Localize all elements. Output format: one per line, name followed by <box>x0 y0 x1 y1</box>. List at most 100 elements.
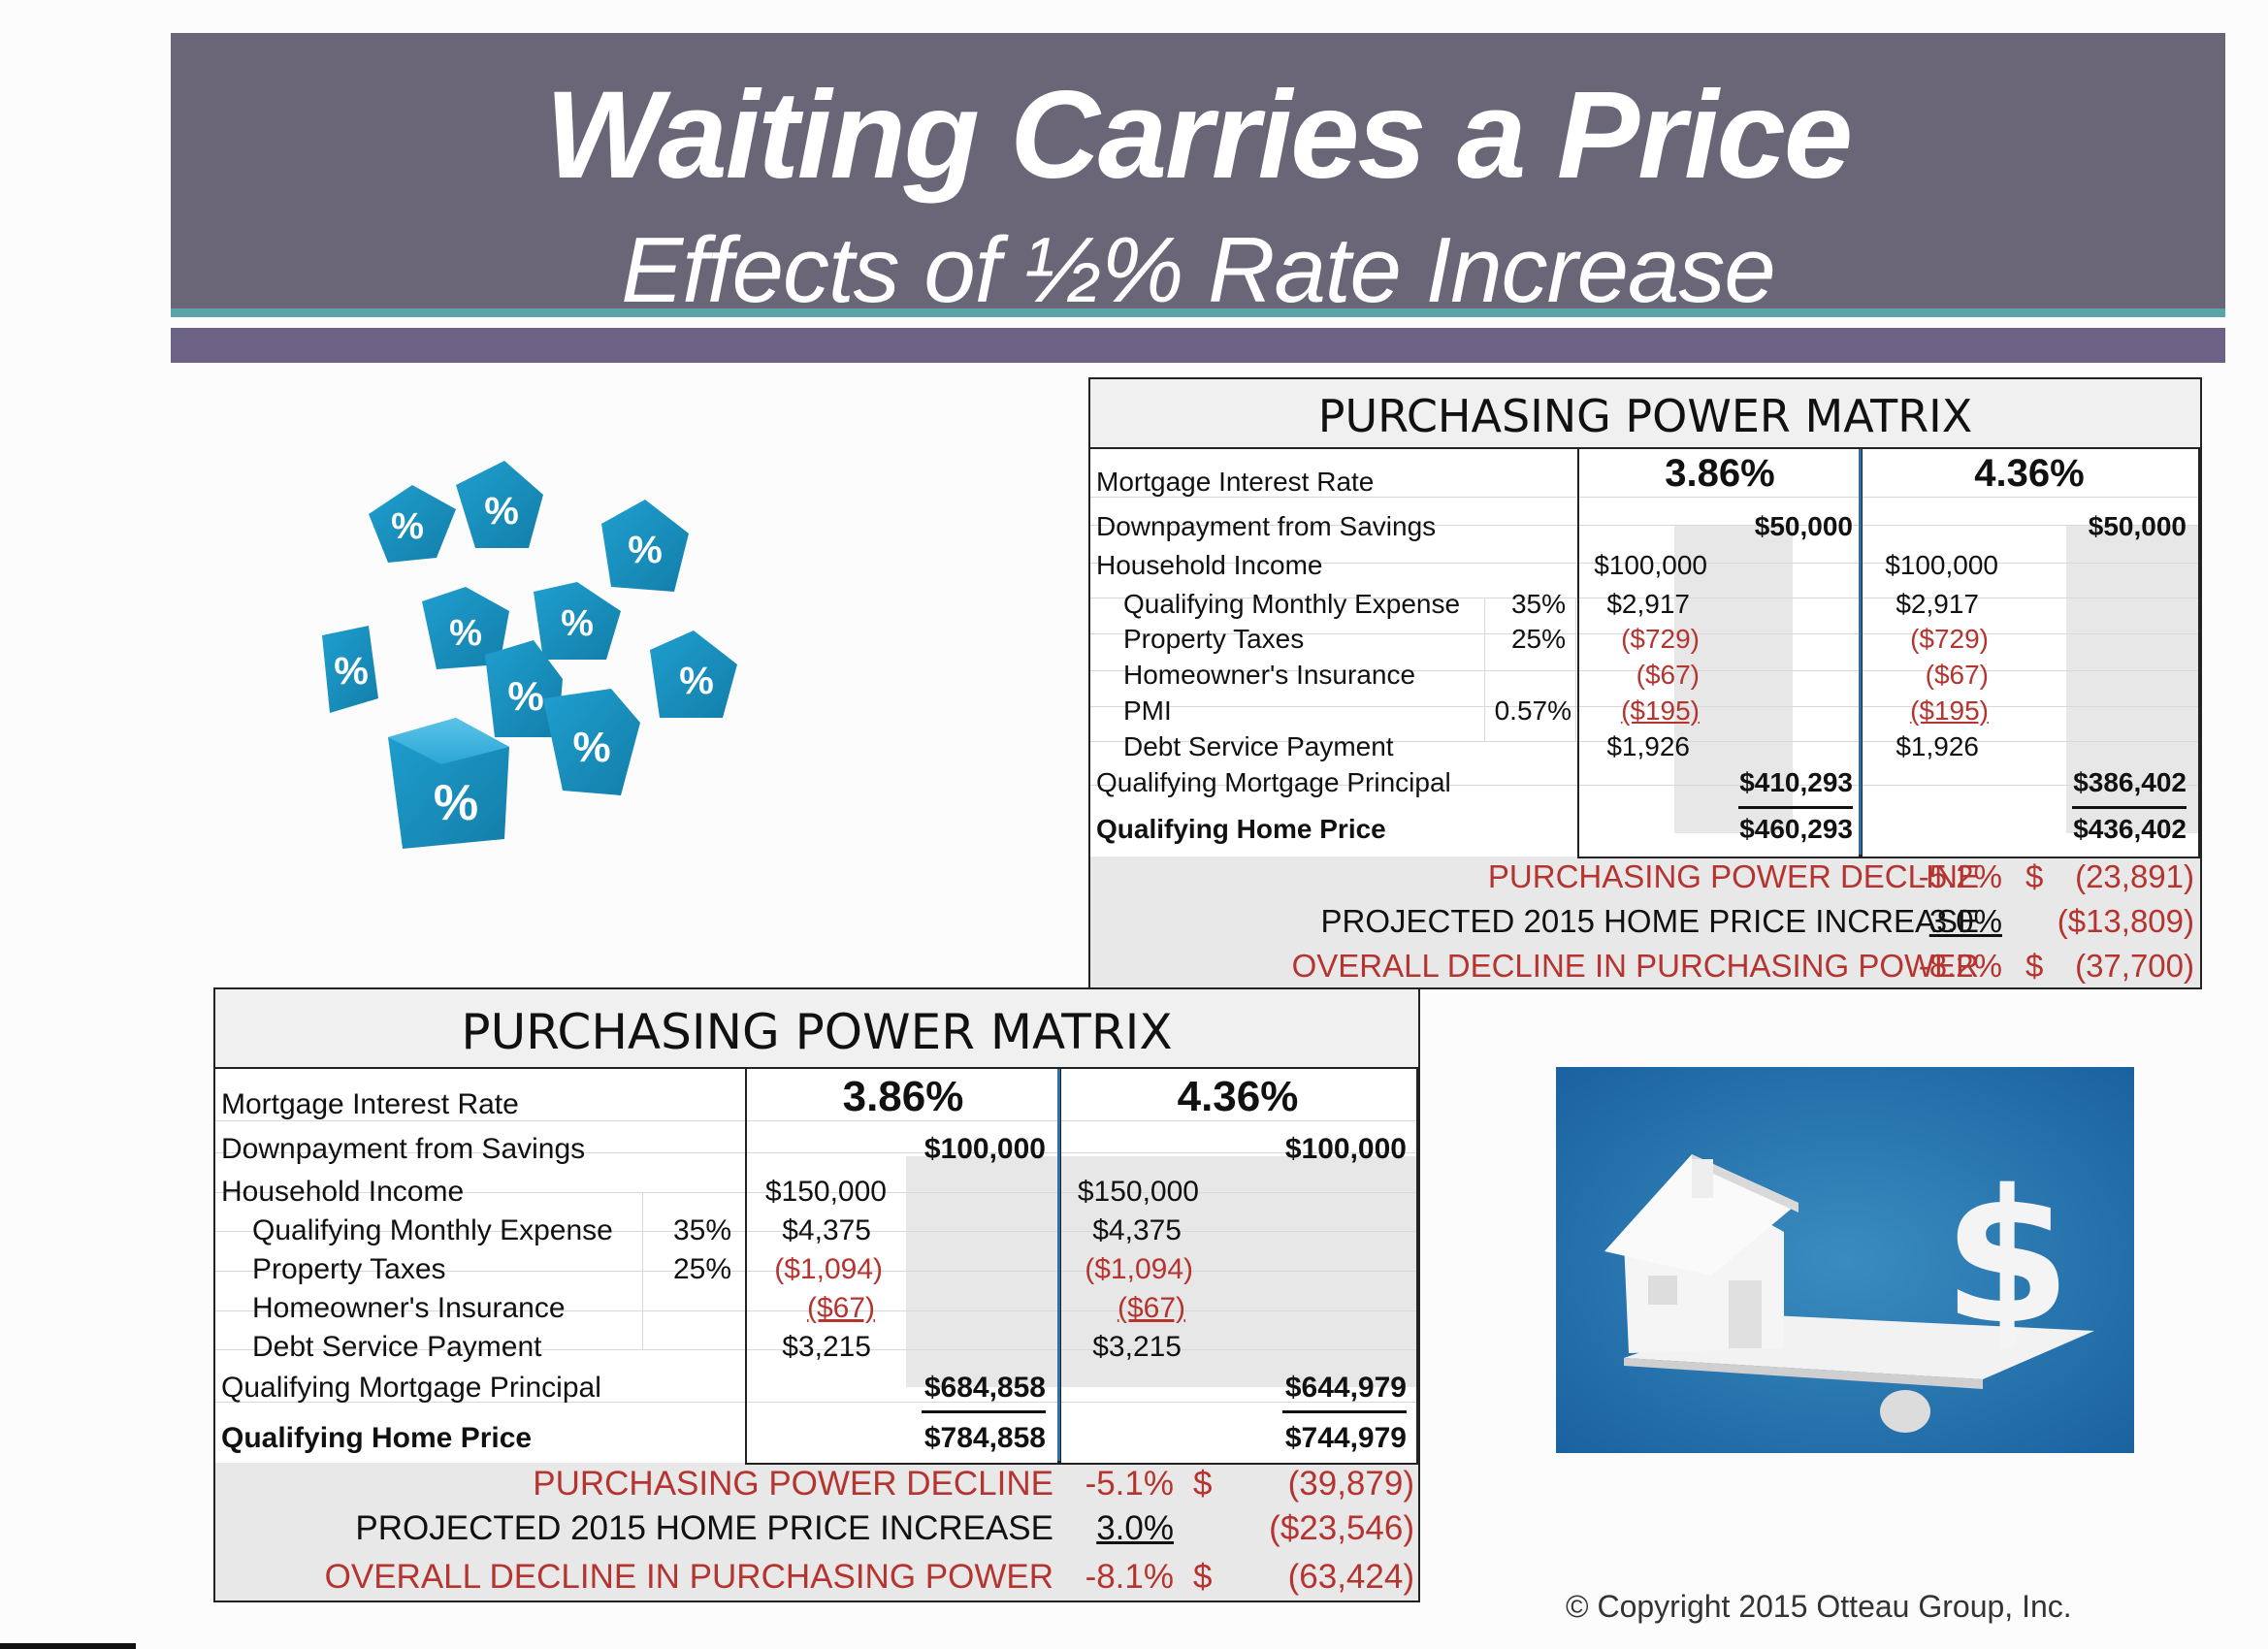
label-qualifying-monthly-expense: Qualifying Monthly Expense <box>252 1214 613 1246</box>
label-qualifying-mortgage-principal: Qualifying Mortgage Principal <box>221 1372 601 1404</box>
b-household-income: $100,000 <box>1885 550 1998 580</box>
label-qualifying-home-price: Qualifying Home Price <box>221 1422 533 1454</box>
a-downpayment: $100,000 <box>923 1133 1046 1165</box>
summary-increase-pct: 3.0% <box>1928 903 2002 939</box>
summary-overall-amount: (37,700) <box>2075 948 2194 984</box>
matrix-title: PURCHASING POWER MATRIX <box>1090 379 2200 447</box>
die-icon: % <box>322 626 378 713</box>
summary-increase-amount: ($13,809) <box>2057 903 2194 939</box>
label-downpayment: Downpayment from Savings <box>1096 511 1437 541</box>
header-banner: Waiting Carries a Price Effects of ½% Ra… <box>171 33 2225 322</box>
label-debt-service-payment: Debt Service Payment <box>1123 731 1394 761</box>
die-glyph: % <box>391 506 424 547</box>
b-qualifying-monthly-expense: $4,375 <box>1092 1214 1182 1246</box>
b-household-income: $150,000 <box>1077 1176 1199 1208</box>
die-icon: % <box>422 587 509 669</box>
b-qualifying-home-price: $744,979 <box>1284 1422 1407 1454</box>
a-qualifying-home-price: $784,858 <box>923 1422 1046 1454</box>
summary-decline-currency: $ <box>1193 1465 1213 1503</box>
summary-overall-currency: $ <box>2025 948 2044 984</box>
b-property-taxes: ($729) <box>1910 624 1989 654</box>
die-icon: % <box>650 630 737 718</box>
rate-increased: 4.36% <box>1177 1073 1299 1120</box>
pct-pmi: 0.57% <box>1494 695 1571 726</box>
matrix-title: PURCHASING POWER MATRIX <box>215 989 1418 1067</box>
scan-edge-mark <box>0 1643 136 1649</box>
summary-increase-label: PROJECTED 2015 HOME PRICE INCREASE <box>355 1509 1053 1547</box>
die-icon: % <box>534 582 621 660</box>
b-downpayment: $50,000 <box>2088 511 2187 541</box>
b-homeowners-insurance: ($67) <box>1925 660 1989 690</box>
a-property-taxes: ($729) <box>1621 624 1700 654</box>
die-icon: % <box>388 718 509 849</box>
b-qualifying-mortgage-principal: $386,402 <box>2073 767 2187 797</box>
house-dollar-photo: $ <box>1556 1067 2134 1453</box>
a-homeowners-insurance: ($67) <box>1636 660 1700 690</box>
a-household-income: $150,000 <box>764 1176 887 1208</box>
page-subtitle: Effects of ½% Rate Increase <box>621 218 1776 322</box>
percent-dice-illustration: % % % % % % % % % % <box>322 461 737 849</box>
b-homeowners-insurance: ($67) <box>1117 1292 1185 1324</box>
a-downpayment: $50,000 <box>1754 511 1853 541</box>
b-debt-service-payment: $3,215 <box>1092 1331 1182 1363</box>
a-qualifying-monthly-expense: $2,917 <box>1606 589 1690 619</box>
pct-qualifying-monthly-expense: 35% <box>672 1214 731 1246</box>
summary-decline-pct: -5.1% <box>1085 1465 1174 1503</box>
pct-property-taxes: 25% <box>672 1253 731 1285</box>
die-icon: % <box>601 500 689 592</box>
b-pmi: ($195) <box>1910 695 1989 726</box>
label-downpayment: Downpayment from Savings <box>221 1133 586 1165</box>
summary-increase-pct: 3.0% <box>1096 1509 1174 1547</box>
svg-text:$: $ <box>1943 1150 2071 1365</box>
die-glyph: % <box>334 650 369 693</box>
summary-overall-currency: $ <box>1193 1558 1213 1596</box>
die-glyph: % <box>572 724 610 771</box>
summary-decline-amount: (39,879) <box>1287 1465 1414 1503</box>
summary-overall-pct: -8.2% <box>1918 948 2002 984</box>
b-qualifying-home-price: $436,402 <box>2073 814 2187 844</box>
die-glyph: % <box>507 673 543 719</box>
label-debt-service-payment: Debt Service Payment <box>252 1331 542 1363</box>
a-qualifying-home-price: $460,293 <box>1739 814 1853 844</box>
label-mortgage-rate: Mortgage Interest Rate <box>221 1088 519 1120</box>
summary-increase-amount: ($23,546) <box>1269 1509 1414 1547</box>
page-title: Waiting Carries a Price <box>545 66 1853 205</box>
label-household-income: Household Income <box>221 1176 465 1208</box>
die-glyph: % <box>484 490 519 533</box>
house-and-dollar-seesaw-icon: $ <box>1556 1067 2134 1453</box>
pct-property-taxes: 25% <box>1510 624 1566 654</box>
summary-decline-currency: $ <box>2025 858 2044 894</box>
purchasing-power-matrix-bottom: PURCHASING POWER MATRIX 3.86% 4.36% Mort… <box>213 987 1420 1602</box>
a-debt-service-payment: $1,926 <box>1606 731 1690 761</box>
summary-increase-label: PROJECTED 2015 HOME PRICE INCREASE <box>1320 903 1980 939</box>
copyright-notice: © Copyright 2015 Otteau Group, Inc. <box>1566 1589 2072 1624</box>
label-mortgage-rate: Mortgage Interest Rate <box>1096 467 1375 497</box>
summary-overall-amount: (63,424) <box>1287 1558 1414 1596</box>
b-downpayment: $100,000 <box>1284 1133 1407 1165</box>
a-qualifying-mortgage-principal: $684,858 <box>923 1372 1046 1404</box>
purchasing-power-matrix-top: PURCHASING POWER MATRIX 3.86% 4.36% Mort… <box>1088 377 2202 989</box>
label-homeowners-insurance: Homeowner's Insurance <box>252 1292 566 1324</box>
die-icon: % <box>543 689 640 795</box>
a-qualifying-monthly-expense: $4,375 <box>782 1214 871 1246</box>
die-glyph: % <box>449 613 482 654</box>
label-pmi: PMI <box>1123 695 1172 726</box>
a-qualifying-mortgage-principal: $410,293 <box>1739 767 1853 797</box>
die-icon: % <box>485 640 563 737</box>
summary-decline-pct: -5.2% <box>1918 858 2002 894</box>
b-debt-service-payment: $1,926 <box>1895 731 1979 761</box>
die-icon: % <box>369 485 456 563</box>
summary-overall-label: OVERALL DECLINE IN PURCHASING POWER <box>324 1558 1053 1596</box>
accent-stripe-teal <box>171 308 2225 317</box>
rate-current: 3.86% <box>1665 452 1775 495</box>
rate-increased: 4.36% <box>1974 452 2085 495</box>
b-qualifying-monthly-expense: $2,917 <box>1895 589 1979 619</box>
accent-stripe-purple <box>171 328 2225 363</box>
summary-decline-amount: (23,891) <box>2075 858 2194 894</box>
a-property-taxes: ($1,094) <box>774 1253 883 1285</box>
label-property-taxes: Property Taxes <box>1123 624 1305 654</box>
a-debt-service-payment: $3,215 <box>782 1331 871 1363</box>
a-homeowners-insurance: ($67) <box>806 1292 875 1324</box>
a-pmi: ($195) <box>1621 695 1700 726</box>
label-household-income: Household Income <box>1096 550 1323 580</box>
